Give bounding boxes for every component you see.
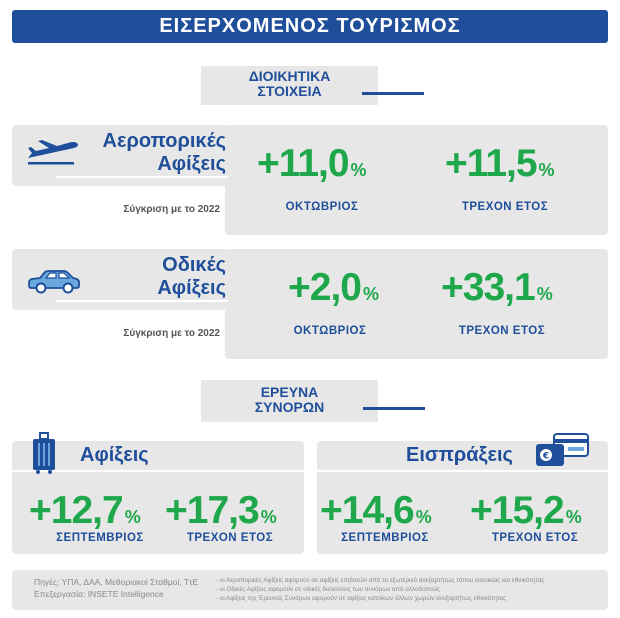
road-compare-note: Σύγκριση με το 2022 <box>123 328 220 339</box>
arrivals-header-panel <box>12 441 304 470</box>
percent-unit: % <box>565 507 582 527</box>
percent-unit: % <box>538 160 555 180</box>
receipts-ytd-label: ΤΡΕΧΟΝ ΕΤΟΣ <box>491 532 579 544</box>
receipts-ytd-value: +15,2% <box>470 489 582 533</box>
note-survey: - οι Αφίξεις της Έρευνας Συνόρων αφορούν… <box>216 595 507 602</box>
processing-text: Επεξεργασία: INSETE Intelligence <box>34 589 164 599</box>
section-heading-admin: ΔΙΟΙΚΗΤΙΚΑ ΣΤΟΙΧΕΙΑ <box>201 66 378 105</box>
arrivals-ytd-value: +17,3% <box>165 489 277 533</box>
arrivals-title: Αφίξεις <box>80 444 149 466</box>
road-title-line2: Αφίξεις <box>157 277 226 299</box>
percent-unit: % <box>363 284 380 304</box>
section-heading-line1: ΕΡΕΥΝΑ <box>260 384 319 400</box>
section-underline <box>363 407 425 410</box>
road-title-underline <box>56 300 228 302</box>
road-october-value: +2,0% <box>288 266 379 310</box>
section-heading-line2: ΣΤΟΙΧΕΙΑ <box>257 83 322 99</box>
sources-text: Πηγές: ΥΠΑ, ΔΑΑ, Μεθοριακοί Σταθμοί, ΤτΕ <box>34 577 199 587</box>
percent-unit: % <box>260 507 277 527</box>
road-october-label: ΟΚΤΩΒΡΙΟΣ <box>293 325 367 337</box>
luggage-icon <box>33 432 55 474</box>
air-ytd-value: +11,5% <box>445 142 555 186</box>
metric-value: +33,1 <box>441 266 536 309</box>
road-ytd-value: +33,1% <box>441 266 553 310</box>
road-metrics-panel <box>225 249 608 359</box>
air-title-underline <box>56 176 228 178</box>
metric-value: +15,2 <box>470 489 565 532</box>
card-payment-icon: € <box>536 433 589 466</box>
percent-unit: % <box>536 284 553 304</box>
section-heading-line2: ΣΥΝΟΡΩΝ <box>254 399 325 415</box>
air-compare-note: Σύγκριση με το 2022 <box>123 204 220 215</box>
receipts-september-label: ΣΕΠΤΕΜΒΡΙΟΣ <box>341 532 429 544</box>
note-air: - οι Αεροπορικές Αφίξεις αφορούν σε αφίξ… <box>216 577 545 584</box>
air-title: Αεροπορικές Αφίξεις <box>82 130 226 176</box>
receipts-card <box>317 472 608 554</box>
arrivals-september-label: ΣΕΠΤΕΜΒΡΙΟΣ <box>56 532 144 544</box>
air-october-value: +11,0% <box>257 142 367 186</box>
road-ytd-label: ΤΡΕΧΟΝ ΕΤΟΣ <box>458 325 546 337</box>
air-title-line2: Αφίξεις <box>157 153 226 175</box>
air-october-label: ΟΚΤΩΒΡΙΟΣ <box>285 201 359 213</box>
receipts-september-value: +14,6% <box>320 489 432 533</box>
air-ytd-label: ΤΡΕΧΟΝ ΕΤΟΣ <box>461 201 549 213</box>
section-underline <box>362 92 424 95</box>
section-heading-line1: ΔΙΟΙΚΗΤΙΚΑ <box>248 68 331 84</box>
metric-value: +2,0 <box>288 266 362 309</box>
airplane-icon <box>28 140 78 165</box>
section-heading-survey: ΕΡΕΥΝΑ ΣΥΝΟΡΩΝ <box>201 380 378 422</box>
receipts-title: Εισπράξεις <box>406 444 513 466</box>
metric-value: +12,7 <box>29 489 124 532</box>
footer-sources: Πηγές: ΥΠΑ, ΔΑΑ, Μεθοριακοί Σταθμοί, ΤτΕ… <box>34 576 214 600</box>
metric-value: +11,0 <box>257 142 350 185</box>
air-title-line1: Αεροπορικές <box>102 130 226 152</box>
arrivals-ytd-label: ΤΡΕΧΟΝ ΕΤΟΣ <box>186 532 274 544</box>
air-left-panel <box>12 125 228 186</box>
svg-text:€: € <box>542 452 549 462</box>
metric-value: +14,6 <box>320 489 415 532</box>
page-title: ΕΙΣΕΡΧΟΜΕΝΟΣ ΤΟΥΡΙΣΜΟΣ <box>12 10 608 43</box>
arrivals-card <box>12 472 304 554</box>
percent-unit: % <box>350 160 367 180</box>
road-title-line1: Οδικές <box>162 254 226 276</box>
metric-value: +11,5 <box>445 142 538 185</box>
percent-unit: % <box>415 507 432 527</box>
car-icon <box>28 270 80 294</box>
arrivals-september-value: +12,7% <box>29 489 141 533</box>
road-title: Οδικές Αφίξεις <box>82 254 226 300</box>
note-road: - οι Οδικές Αφίξεις αφορούν σε οδικές δι… <box>216 586 440 593</box>
footer-panel <box>12 570 608 610</box>
footer-notes: - οι Αεροπορικές Αφίξεις αφορούν σε αφίξ… <box>216 576 606 603</box>
percent-unit: % <box>124 507 141 527</box>
metric-value: +17,3 <box>165 489 260 532</box>
air-metrics-panel <box>225 125 608 235</box>
